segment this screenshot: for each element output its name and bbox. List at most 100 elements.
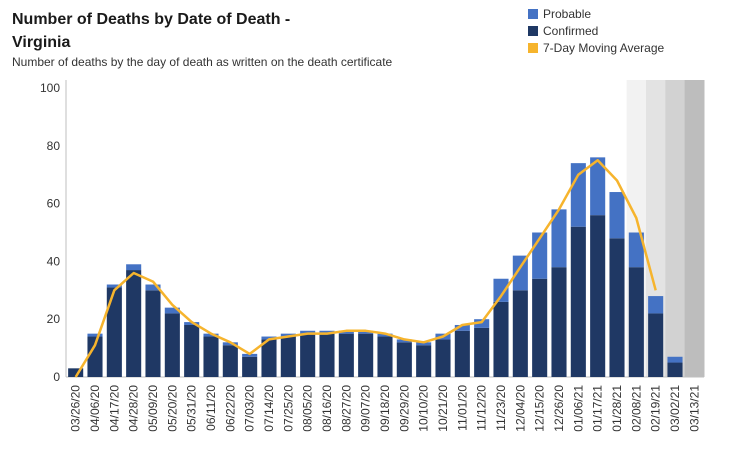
bar-confirmed bbox=[435, 339, 451, 377]
bar-probable bbox=[319, 330, 335, 334]
x-tick-label: 08/27/20 bbox=[339, 385, 353, 432]
bar-confirmed bbox=[126, 270, 142, 377]
bar-probable bbox=[590, 157, 606, 216]
x-tick-label: 08/16/20 bbox=[320, 385, 334, 432]
y-tick-label: 80 bbox=[47, 139, 61, 153]
y-tick-label: 40 bbox=[47, 254, 61, 268]
x-tick-label: 09/07/20 bbox=[359, 385, 373, 432]
bar-probable bbox=[261, 336, 277, 340]
y-tick-label: 0 bbox=[53, 370, 60, 384]
x-tick-label: 03/13/21 bbox=[687, 385, 701, 432]
bar-probable bbox=[609, 192, 625, 239]
bar-probable bbox=[145, 284, 161, 291]
bar-confirmed bbox=[222, 345, 238, 377]
x-tick-label: 04/17/20 bbox=[107, 385, 121, 432]
x-tick-label: 07/14/20 bbox=[262, 385, 276, 432]
legend-item-probable: Probable bbox=[528, 5, 664, 22]
x-tick-label: 03/02/21 bbox=[668, 385, 682, 432]
bar-confirmed bbox=[261, 339, 277, 377]
bar-probable bbox=[300, 330, 316, 334]
x-tick-label: 08/05/20 bbox=[301, 385, 315, 432]
bar-probable bbox=[338, 330, 354, 334]
bar-probable bbox=[242, 353, 258, 357]
y-tick-label: 60 bbox=[47, 197, 61, 211]
bar-confirmed bbox=[338, 333, 354, 377]
bar-confirmed bbox=[396, 342, 412, 377]
x-tick-label: 12/26/20 bbox=[552, 385, 566, 432]
x-tick-label: 04/06/20 bbox=[88, 385, 102, 432]
x-tick-label: 06/22/20 bbox=[223, 385, 237, 432]
x-tick-label: 02/19/21 bbox=[649, 385, 663, 432]
shaded-region-band bbox=[665, 80, 686, 377]
bar-probable bbox=[396, 339, 412, 343]
bar-probable bbox=[454, 324, 470, 331]
bar-confirmed bbox=[68, 368, 84, 377]
x-tick-label: 11/01/20 bbox=[455, 385, 469, 431]
legend-item-moving-average: 7-Day Moving Average bbox=[528, 39, 664, 56]
bar-probable bbox=[512, 255, 528, 291]
legend-swatch-probable bbox=[528, 8, 538, 19]
x-tick-label: 07/03/20 bbox=[243, 385, 257, 432]
x-tick-label: 01/06/21 bbox=[571, 385, 585, 432]
x-tick-label: 03/26/20 bbox=[69, 385, 83, 432]
x-tick-label: 04/28/20 bbox=[127, 385, 141, 432]
x-tick-label: 09/29/20 bbox=[397, 385, 411, 432]
bar-confirmed bbox=[300, 333, 316, 377]
bar-confirmed bbox=[145, 290, 161, 377]
bar-confirmed bbox=[184, 324, 200, 377]
bar-confirmed bbox=[570, 226, 586, 377]
y-tick-label: 20 bbox=[47, 312, 61, 326]
bar-confirmed bbox=[532, 278, 548, 377]
x-tick-label: 07/25/20 bbox=[281, 385, 295, 432]
x-tick-label: 12/15/20 bbox=[533, 385, 547, 432]
bar-probable bbox=[164, 307, 180, 314]
chart-subtitle: Number of deaths by the day of death as … bbox=[12, 55, 393, 69]
x-tick-label: 01/17/21 bbox=[591, 385, 605, 432]
bar-probable bbox=[648, 296, 664, 314]
bar-probable bbox=[203, 333, 219, 337]
shaded-region-band bbox=[684, 80, 705, 377]
y-tick-label: 100 bbox=[40, 81, 60, 95]
bar-probable bbox=[628, 232, 644, 268]
bar-confirmed bbox=[242, 356, 258, 377]
bar-confirmed bbox=[590, 215, 606, 377]
x-tick-label: 02/08/21 bbox=[629, 385, 643, 432]
x-tick-label: 11/23/20 bbox=[494, 385, 508, 431]
bar-probable bbox=[570, 163, 586, 227]
x-tick-label: 01/28/21 bbox=[610, 385, 624, 432]
x-tick-label: 12/04/20 bbox=[513, 385, 527, 432]
legend-swatch-confirmed bbox=[528, 25, 538, 36]
bar-probable bbox=[280, 333, 296, 337]
bar-probable bbox=[551, 209, 567, 268]
x-tick-label: 09/18/20 bbox=[378, 385, 392, 432]
legend-label-probable: Probable bbox=[543, 6, 592, 21]
bar-confirmed bbox=[358, 333, 374, 377]
bar-confirmed bbox=[493, 301, 509, 377]
bar-probable bbox=[358, 330, 374, 334]
legend-item-confirmed: Confirmed bbox=[528, 22, 664, 39]
bar-probable bbox=[126, 264, 142, 271]
bar-confirmed bbox=[628, 267, 644, 377]
chart-legend: Probable Confirmed 7-Day Moving Average bbox=[528, 5, 664, 56]
bar-confirmed bbox=[164, 313, 180, 377]
x-tick-label: 05/09/20 bbox=[146, 385, 160, 432]
bar-confirmed bbox=[667, 362, 683, 377]
x-tick-label: 05/31/20 bbox=[185, 385, 199, 432]
bar-confirmed bbox=[474, 327, 490, 377]
bar-confirmed bbox=[87, 336, 103, 377]
bar-confirmed bbox=[648, 313, 664, 377]
legend-label-confirmed: Confirmed bbox=[543, 23, 599, 38]
bar-probable bbox=[493, 278, 509, 302]
bar-confirmed bbox=[377, 336, 393, 377]
bar-probable bbox=[106, 284, 122, 288]
bar-confirmed bbox=[280, 336, 296, 377]
bar-confirmed bbox=[106, 287, 122, 377]
moving-average-line bbox=[74, 159, 657, 378]
bar-confirmed bbox=[454, 330, 470, 377]
bar-confirmed bbox=[512, 290, 528, 377]
bar-probable bbox=[474, 319, 490, 328]
x-tick-label: 10/21/20 bbox=[436, 385, 450, 432]
chart-title: Number of Deaths by Date of Death - Virg… bbox=[12, 11, 291, 51]
x-tick-label: 11/12/20 bbox=[475, 385, 489, 431]
